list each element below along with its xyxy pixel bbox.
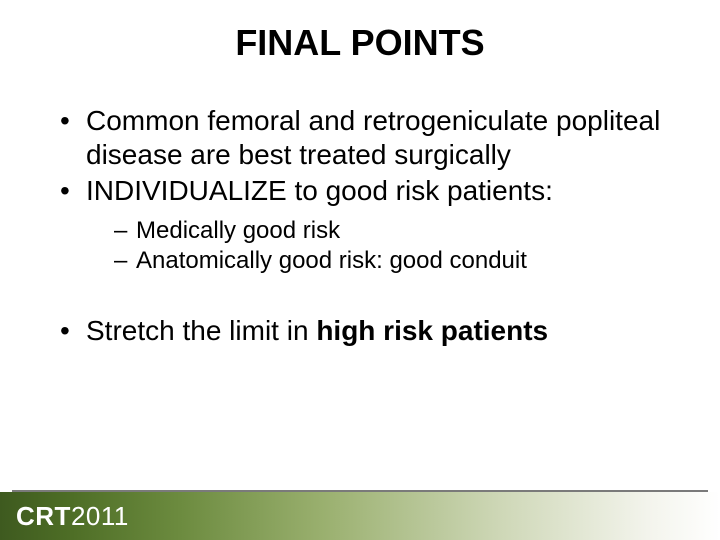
sub-bullet-text: Medically good risk [136, 217, 340, 244]
footer: CRT2011 [0, 492, 720, 540]
slide: FINAL POINTS Common femoral and retrogen… [0, 0, 720, 540]
footer-logo: CRT2011 [16, 501, 129, 532]
sub-bullet-item: Anatomically good risk: good conduit [114, 246, 690, 276]
sub-bullet-list: Medically good risk Anatomically good ri… [86, 216, 690, 276]
bullet-item: INDIVIDUALIZE to good risk patients: Med… [60, 174, 690, 276]
bullet-text-bold: high risk patients [316, 315, 548, 346]
spacer [30, 286, 690, 314]
sub-bullet-text: Anatomically good risk: good conduit [136, 247, 527, 274]
bullet-text: INDIVIDUALIZE to good risk patients: [86, 175, 553, 206]
footer-logo-year: 2011 [71, 501, 129, 531]
bullet-text-prefix: Stretch the limit in [86, 315, 316, 346]
sub-bullet-item: Medically good risk [114, 216, 690, 246]
bullet-list: Stretch the limit in high risk patients [30, 314, 690, 348]
slide-title: FINAL POINTS [0, 0, 720, 74]
bullet-item: Stretch the limit in high risk patients [60, 314, 690, 348]
bullet-item: Common femoral and retrogeniculate popli… [60, 104, 690, 172]
bullet-text: Common femoral and retrogeniculate popli… [86, 105, 660, 170]
bullet-list: Common femoral and retrogeniculate popli… [30, 104, 690, 276]
slide-body: Common femoral and retrogeniculate popli… [0, 74, 720, 349]
footer-logo-crt: CRT [16, 501, 71, 531]
